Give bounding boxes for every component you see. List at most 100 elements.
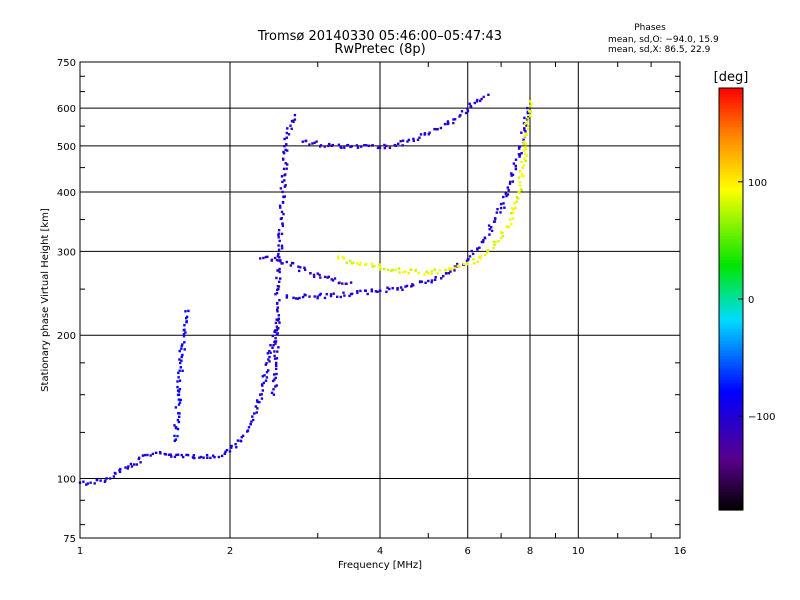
data-point (427, 279, 430, 283)
colorbar-swatch (719, 157, 743, 161)
colorbar-swatch (719, 247, 743, 252)
colorbar-swatch (719, 190, 743, 195)
colorbar-swatch (719, 458, 743, 463)
colorbar-swatch (719, 118, 743, 122)
data-point (312, 273, 316, 277)
data-point (268, 350, 271, 353)
data-point (234, 443, 237, 446)
data-point (181, 353, 184, 357)
data-point (177, 393, 181, 396)
data-point (419, 133, 423, 136)
colorbar-swatch (719, 410, 743, 415)
colorbar-label: [deg] (714, 70, 749, 85)
data-point (198, 456, 201, 459)
data-point (177, 398, 181, 401)
colorbar-swatch (719, 434, 743, 439)
data-point (225, 448, 229, 452)
data-point (282, 167, 286, 171)
colorbar-swatch (719, 437, 743, 442)
data-point (109, 477, 112, 480)
data-point (283, 145, 286, 148)
data-point (277, 317, 280, 320)
data-point (275, 276, 278, 280)
data-point (246, 429, 250, 432)
data-point (490, 226, 493, 229)
data-point (476, 98, 479, 102)
data-point (280, 210, 284, 214)
phases-x-stats: mean, sd,X: 86.5, 22.9 (608, 45, 711, 55)
colorbar-swatch (719, 199, 743, 204)
data-point (173, 434, 176, 438)
data-point (522, 149, 525, 152)
colorbar-swatch (719, 356, 743, 360)
y-tick-label: 750 (57, 58, 76, 69)
data-point (191, 456, 195, 459)
data-point (275, 325, 279, 328)
colorbar-swatch (719, 422, 743, 427)
colorbar-swatch (719, 208, 743, 213)
data-point (273, 373, 276, 376)
data-point (378, 263, 381, 266)
data-point (263, 374, 266, 377)
data-point (313, 275, 316, 278)
data-point (271, 334, 274, 338)
colorbar-swatch (719, 166, 743, 170)
data-point (290, 261, 294, 265)
colorbar-swatch (719, 323, 743, 327)
data-point (154, 451, 158, 454)
data-point (529, 110, 532, 113)
x-tick-label: 8 (527, 546, 533, 557)
colorbar-swatch (719, 283, 743, 288)
data-point (273, 378, 276, 381)
data-point (269, 344, 272, 347)
colorbar-swatch (719, 428, 743, 433)
colorbar-swatch (719, 268, 743, 273)
colorbar-swatch (719, 94, 743, 98)
data-point (483, 236, 486, 239)
colorbar-swatch (719, 169, 743, 173)
colorbar-swatch (719, 289, 743, 294)
data-point (285, 131, 288, 135)
data-point (417, 271, 420, 275)
data-point (488, 228, 491, 231)
data-point (290, 127, 293, 130)
data-point (209, 456, 212, 460)
data-point (486, 249, 490, 252)
data-point (119, 467, 122, 471)
data-point (82, 480, 85, 483)
colorbar-swatch (719, 431, 743, 436)
data-point (398, 271, 401, 274)
data-point (132, 463, 136, 466)
data-point (473, 101, 476, 105)
colorbar-swatch (719, 154, 743, 158)
data-point (510, 174, 513, 177)
data-point (386, 286, 389, 289)
data-point (523, 128, 526, 132)
data-point (438, 269, 441, 272)
data-point (281, 201, 285, 204)
data-point (447, 272, 451, 275)
data-point (511, 180, 515, 183)
data-point (89, 481, 92, 484)
data-point (496, 208, 499, 211)
data-point (224, 450, 227, 453)
data-point (267, 369, 270, 372)
data-point (517, 147, 521, 150)
data-point (185, 453, 188, 457)
data-point (379, 268, 382, 271)
data-point (279, 259, 282, 262)
colorbar-swatch (719, 121, 743, 125)
data-point (476, 260, 479, 263)
y-tick-label: 600 (57, 104, 76, 115)
data-point (285, 143, 288, 146)
data-point (183, 328, 186, 331)
data-point (277, 244, 280, 247)
colorbar-swatch (719, 124, 743, 128)
colorbar-swatch (719, 220, 743, 225)
data-point (401, 288, 404, 291)
data-point (358, 263, 361, 266)
data-point (514, 167, 518, 171)
data-point (99, 479, 102, 482)
data-point (434, 128, 438, 131)
data-point (406, 140, 409, 143)
